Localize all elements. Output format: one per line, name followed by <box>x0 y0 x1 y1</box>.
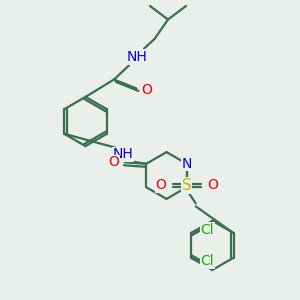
Text: O: O <box>142 83 152 97</box>
Text: O: O <box>155 178 166 192</box>
Text: Cl: Cl <box>201 223 214 236</box>
Text: O: O <box>207 178 218 192</box>
Text: Cl: Cl <box>201 254 214 268</box>
Text: O: O <box>109 155 120 169</box>
Text: NH: NH <box>112 148 134 161</box>
Text: S: S <box>182 178 192 193</box>
Text: NH: NH <box>126 50 147 64</box>
Text: N: N <box>182 157 192 171</box>
